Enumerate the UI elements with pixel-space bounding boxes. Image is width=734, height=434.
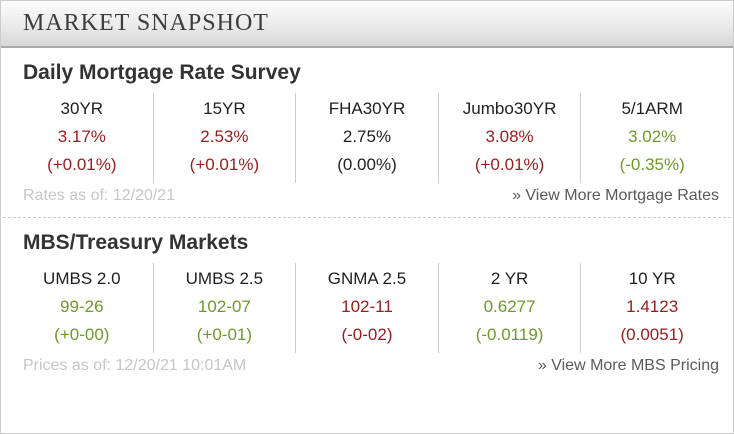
rate-cell-change: (+0.01%): [189, 155, 260, 174]
mbs-cell-label: 2 YR: [490, 269, 529, 288]
mbs-cell-gnma25: GNMA 2.5 102-11 (-0-02): [295, 263, 438, 353]
rate-survey-cells: 30YR 3.17% (+0.01%) 15YR 2.53% (+0.01%) …: [11, 93, 723, 183]
mbs-cell-change: (0.0051): [620, 325, 684, 344]
rate-cell-label: 30YR: [60, 99, 104, 118]
mbs-cell-value: 1.4123: [626, 297, 679, 316]
rate-survey-section: Daily Mortgage Rate Survey 30YR 3.17% (+…: [1, 48, 733, 215]
prices-as-of-note: Prices as of: 12/20/21 10:01AM: [23, 357, 247, 374]
rate-cell-value: 3.02%: [628, 127, 677, 146]
rate-cell-value: 3.08%: [485, 127, 534, 146]
rate-cell-15yr: 15YR 2.53% (+0.01%): [152, 93, 296, 183]
mbs-treasury-footer: Prices as of: 12/20/21 10:01AM » View Mo…: [1, 355, 733, 385]
view-more-mbs-pricing-link[interactable]: » View More MBS Pricing: [537, 357, 719, 374]
rate-cell-label: 5/1ARM: [621, 99, 683, 118]
mbs-cell-2yr: 2 YR 0.6277 (-0.0119): [437, 263, 581, 353]
mbs-cell-10yr: 10 YR 1.4123 (0.0051): [580, 263, 723, 353]
mbs-cell-label: 10 YR: [628, 269, 676, 288]
mbs-cell-change: (+0-01): [196, 325, 253, 344]
mbs-cell-umbs20: UMBS 2.0 99-26 (+0-00): [11, 263, 153, 353]
widget-title: MARKET SNAPSHOT: [23, 10, 269, 36]
rate-survey-footer: Rates as of: 12/20/21 » View More Mortga…: [1, 185, 733, 215]
mbs-cell-label: UMBS 2.0: [43, 269, 121, 288]
rate-cell-value: 2.75%: [342, 127, 392, 146]
rate-cell-value: 3.17%: [57, 127, 106, 146]
rate-cell-change: (+0.01%): [47, 155, 117, 174]
rate-cell-change: (0.00%): [337, 155, 397, 174]
mbs-treasury-title: MBS/Treasury Markets: [23, 231, 249, 254]
rate-cell-label: 15YR: [203, 99, 246, 118]
dashed-divider: [3, 217, 731, 218]
rate-cell-51arm: 5/1ARM 3.02% (-0.35%): [580, 93, 723, 183]
mbs-cell-label: GNMA 2.5: [327, 269, 407, 288]
rate-cell-fha30yr: FHA30YR 2.75% (0.00%): [295, 93, 438, 183]
mbs-cell-value: 102-07: [197, 297, 251, 316]
mbs-cell-change: (+0-00): [54, 325, 110, 344]
mbs-cell-change: (-0-02): [341, 325, 393, 344]
mbs-treasury-cells: UMBS 2.0 99-26 (+0-00) UMBS 2.5 102-07 (…: [11, 263, 723, 353]
rate-cell-change: (+0.01%): [474, 155, 545, 174]
mbs-cell-change: (-0.0119): [475, 325, 544, 344]
rate-cell-change: (-0.35%): [619, 155, 685, 174]
mbs-cell-label: UMBS 2.5: [185, 269, 264, 288]
view-more-mortgage-rates-link[interactable]: » View More Mortgage Rates: [512, 187, 719, 204]
rates-as-of-note: Rates as of: 12/20/21: [23, 187, 176, 204]
mbs-cell-value: 99-26: [60, 297, 104, 316]
mbs-cell-value: 102-11: [341, 297, 393, 316]
rate-cell-label: Jumbo30YR: [462, 99, 557, 118]
rate-survey-title: Daily Mortgage Rate Survey: [23, 61, 301, 84]
mbs-treasury-section: MBS/Treasury Markets UMBS 2.0 99-26 (+0-…: [1, 218, 733, 385]
rate-cell-label: FHA30YR: [328, 99, 406, 118]
widget-header: MARKET SNAPSHOT: [1, 1, 733, 48]
mbs-cell-umbs25: UMBS 2.5 102-07 (+0-01): [152, 263, 296, 353]
rate-cell-value: 2.53%: [200, 127, 249, 146]
rate-cell-30yr: 30YR 3.17% (+0.01%): [11, 93, 153, 183]
mbs-cell-value: 0.6277: [483, 297, 536, 316]
rate-cell-jumbo30yr: Jumbo30YR 3.08% (+0.01%): [437, 93, 581, 183]
